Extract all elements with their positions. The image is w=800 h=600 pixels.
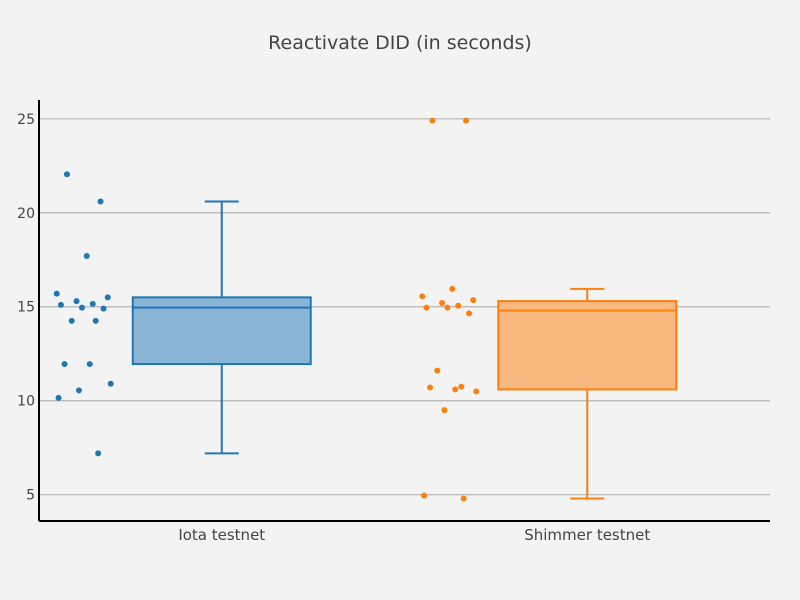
data-point: [473, 388, 480, 395]
series-layer: [53, 117, 678, 502]
y-tick-label: 15: [17, 300, 35, 316]
data-point: [439, 299, 446, 306]
data-point: [68, 317, 75, 324]
data-point: [89, 300, 96, 307]
data-point: [73, 298, 80, 305]
data-point: [75, 387, 82, 394]
y-tick-label: 25: [17, 112, 35, 128]
y-tick-label: 5: [26, 488, 35, 504]
data-point: [86, 361, 93, 368]
data-point: [92, 317, 99, 324]
data-point: [427, 384, 434, 391]
y-tick-label: 20: [17, 206, 35, 222]
data-point: [429, 117, 436, 124]
data-point: [423, 304, 430, 311]
data-point: [100, 305, 107, 312]
data-point: [444, 304, 451, 311]
series-2: [419, 117, 678, 502]
data-point: [441, 407, 448, 414]
data-point: [55, 394, 62, 401]
data-point: [434, 367, 441, 374]
data-point: [460, 495, 467, 502]
data-point: [455, 302, 462, 309]
box-iqr: [497, 300, 678, 391]
y-tick-label: 10: [17, 394, 35, 410]
data-point: [452, 386, 459, 393]
data-point: [421, 492, 428, 499]
x-category-label: Iota testnet: [178, 526, 265, 544]
chart-title: Reactivate DID (in seconds): [268, 32, 532, 54]
y-axis-ticks: 5 10 15 20 25: [17, 112, 35, 504]
data-point: [95, 450, 102, 457]
data-point: [458, 383, 465, 390]
data-point: [419, 293, 426, 300]
data-point: [104, 294, 111, 301]
x-axis-ticks: Iota testnet Shimmer testnet: [178, 526, 650, 544]
data-point: [107, 380, 114, 387]
x-category-label: Shimmer testnet: [524, 526, 650, 544]
data-point: [97, 198, 104, 205]
data-point: [463, 117, 470, 124]
data-point: [466, 310, 473, 317]
data-point: [61, 361, 68, 368]
data-point: [83, 252, 90, 259]
data-point: [449, 285, 456, 292]
data-point: [470, 297, 477, 304]
data-point: [57, 301, 64, 308]
data-point: [78, 304, 85, 311]
data-point: [63, 171, 70, 178]
series-1: [53, 171, 312, 457]
data-point: [53, 290, 60, 297]
